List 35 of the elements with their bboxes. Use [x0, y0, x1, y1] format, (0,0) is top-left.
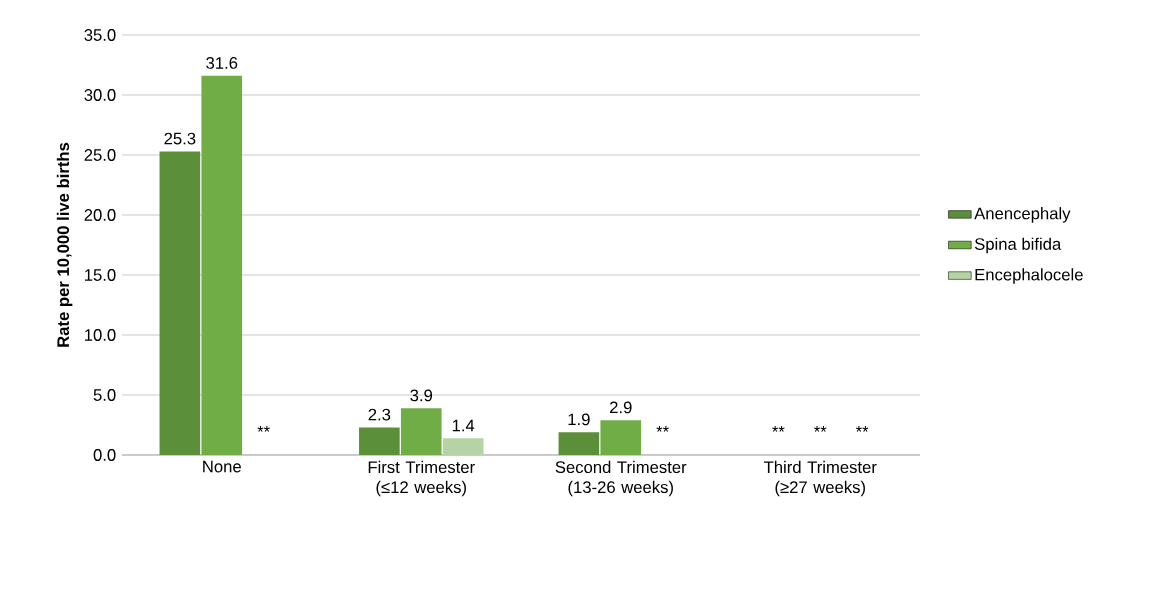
data-label: 25.3 — [164, 132, 196, 145]
y-tick-label: 35.0 — [84, 29, 116, 41]
bar — [400, 408, 442, 455]
x-tick-label: Third Trimester (≥27 weeks) — [763, 460, 877, 497]
data-label: 1.9 — [568, 413, 590, 426]
text: ** — [814, 425, 827, 432]
legend-label: Encephalocele — [975, 268, 1083, 284]
x-tick-label: First Trimester (≤12 weeks) — [368, 460, 475, 497]
bar — [201, 75, 243, 455]
data-label: 3.9 — [410, 389, 433, 402]
bar — [442, 438, 484, 455]
y-tick-label: 0.0 — [93, 449, 116, 461]
y-tick-label: 20.0 — [84, 209, 116, 221]
y-tick-label: 15.0 — [85, 269, 116, 281]
bar — [558, 432, 600, 455]
x-tick-label: Second Trimester (13-26 weeks) — [555, 460, 687, 497]
data-label: 2.3 — [368, 408, 391, 421]
y-tick-label: 10.0 — [85, 329, 116, 341]
y-tick-label: 5.0 — [93, 389, 116, 401]
bar — [359, 427, 400, 455]
text: ** — [855, 425, 869, 432]
data-label: 1.4 — [452, 419, 475, 432]
y-axis-title: Rate per 10,000 live births — [56, 142, 73, 347]
text: ** — [772, 425, 785, 432]
bar — [600, 420, 642, 455]
text: ** — [656, 425, 669, 432]
data-label: 31.6 — [206, 57, 238, 69]
bar — [159, 151, 201, 455]
data-label: 2.9 — [610, 401, 632, 414]
text: ** — [257, 425, 270, 432]
x-tick-label: None — [203, 460, 241, 473]
y-tick-label: 30.0 — [84, 89, 116, 101]
y-tick-label: 25.0 — [84, 149, 116, 161]
legend-label: Spina bifida — [974, 237, 1062, 254]
legend-label: Anencephaly — [974, 207, 1071, 223]
